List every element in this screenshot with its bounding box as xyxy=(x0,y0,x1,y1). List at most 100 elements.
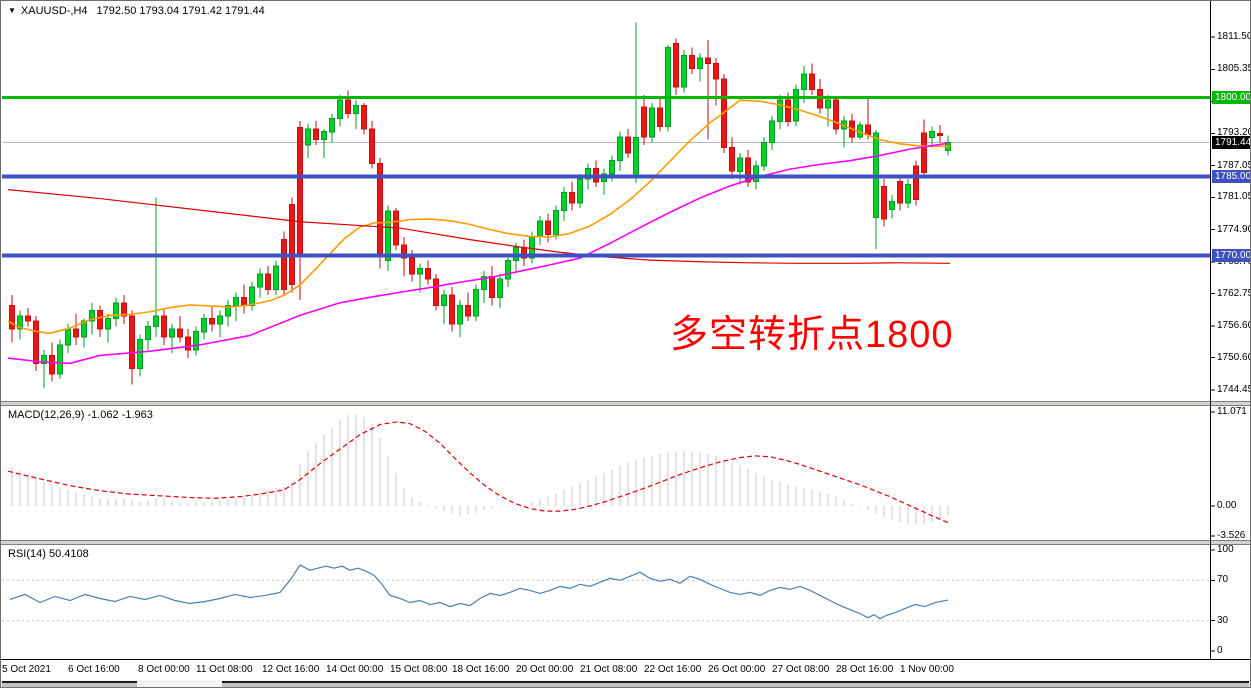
candle xyxy=(209,305,215,332)
candle xyxy=(833,97,839,135)
candle xyxy=(17,310,23,340)
candle-body xyxy=(921,132,927,173)
candle xyxy=(929,126,935,148)
candle-body xyxy=(745,157,751,183)
price-axis-border xyxy=(1210,0,1211,660)
panel-separator xyxy=(0,541,1251,544)
candle xyxy=(465,292,471,322)
ma-mid-magenta xyxy=(7,142,948,365)
candle xyxy=(681,50,687,93)
candle-body xyxy=(937,132,943,136)
candle xyxy=(905,179,911,209)
candle xyxy=(137,334,143,377)
candle-body xyxy=(401,244,407,259)
panel-separator xyxy=(0,540,1251,541)
candle-body xyxy=(705,57,711,64)
candle xyxy=(889,194,895,219)
panel-separator xyxy=(0,401,1251,402)
candle xyxy=(369,121,375,169)
candle-body xyxy=(273,265,279,291)
candle-body xyxy=(265,273,271,291)
candle-body xyxy=(305,128,311,146)
candle xyxy=(729,137,735,180)
candle-body xyxy=(929,131,935,138)
candle xyxy=(881,179,887,227)
candle-body xyxy=(217,315,223,325)
rsi-line xyxy=(9,564,949,620)
candle-body xyxy=(809,73,815,91)
taskbar-fragment xyxy=(222,681,1249,683)
candle-body xyxy=(329,118,335,133)
time-axis-border xyxy=(0,659,1251,660)
panel-separator xyxy=(0,544,1251,545)
candle-body xyxy=(577,178,583,204)
candle-body xyxy=(57,344,63,375)
candle xyxy=(617,131,623,172)
candle-body xyxy=(553,210,559,235)
candle-body xyxy=(233,297,239,306)
candle-body xyxy=(625,136,631,154)
candle-body xyxy=(449,294,455,325)
macd-indicator-label: MACD(12,26,9) -1.062 -1.963 xyxy=(8,409,153,421)
candle xyxy=(313,121,319,145)
candle-body xyxy=(505,260,511,280)
candle-body xyxy=(25,315,31,322)
ohlc-values: 1792.50 1793.04 1791.42 1791.44 xyxy=(96,5,265,17)
candle xyxy=(385,205,391,272)
candle xyxy=(353,100,359,130)
candle xyxy=(561,187,567,222)
candle xyxy=(705,40,711,140)
candle xyxy=(305,123,311,159)
candle-body xyxy=(201,318,207,333)
candle-body xyxy=(289,203,295,285)
ma-fast-orange xyxy=(7,99,951,335)
candle xyxy=(497,273,503,309)
candle-body xyxy=(321,131,327,141)
candle xyxy=(177,315,183,343)
candle xyxy=(193,326,199,356)
candle-body xyxy=(609,160,615,175)
candle xyxy=(97,305,103,337)
candle xyxy=(481,271,487,303)
candle-body xyxy=(769,120,775,143)
candle xyxy=(33,315,39,372)
taskbar-fragment xyxy=(2,683,137,688)
candle xyxy=(441,289,447,324)
candle-body xyxy=(385,210,391,262)
candle xyxy=(273,260,279,295)
candle-body xyxy=(137,339,143,370)
candle xyxy=(225,300,231,327)
candle xyxy=(257,268,263,298)
candle xyxy=(769,115,775,151)
candle xyxy=(457,300,463,337)
candle-body xyxy=(177,328,183,338)
candle xyxy=(433,273,439,311)
candle-body xyxy=(657,107,663,127)
candle xyxy=(689,47,695,74)
candle xyxy=(337,94,343,127)
candle xyxy=(473,284,479,322)
rsi-indicator-label: RSI(14) 50.4108 xyxy=(8,548,89,560)
candle xyxy=(921,119,927,177)
candle-body xyxy=(537,220,543,238)
quote-collapse-icon[interactable]: ▼ xyxy=(8,6,16,15)
candle-body xyxy=(225,304,231,317)
candle-body xyxy=(113,302,119,320)
candle-body xyxy=(481,276,487,291)
candle-body xyxy=(49,354,55,375)
chart-header: ▼ XAUUSD-,H4 1792.50 1793.04 1791.42 1791.… xyxy=(8,5,265,17)
taskbar-fragment xyxy=(222,683,1249,688)
candle-body xyxy=(465,304,471,317)
candle xyxy=(153,197,159,337)
candle xyxy=(777,94,783,130)
candle xyxy=(57,339,63,380)
candle xyxy=(673,38,679,95)
candle-body xyxy=(793,89,799,122)
candle xyxy=(825,94,831,127)
candle-body xyxy=(369,128,375,164)
candle-body xyxy=(345,99,351,114)
candle-body xyxy=(497,278,503,299)
candle-body xyxy=(833,99,839,130)
